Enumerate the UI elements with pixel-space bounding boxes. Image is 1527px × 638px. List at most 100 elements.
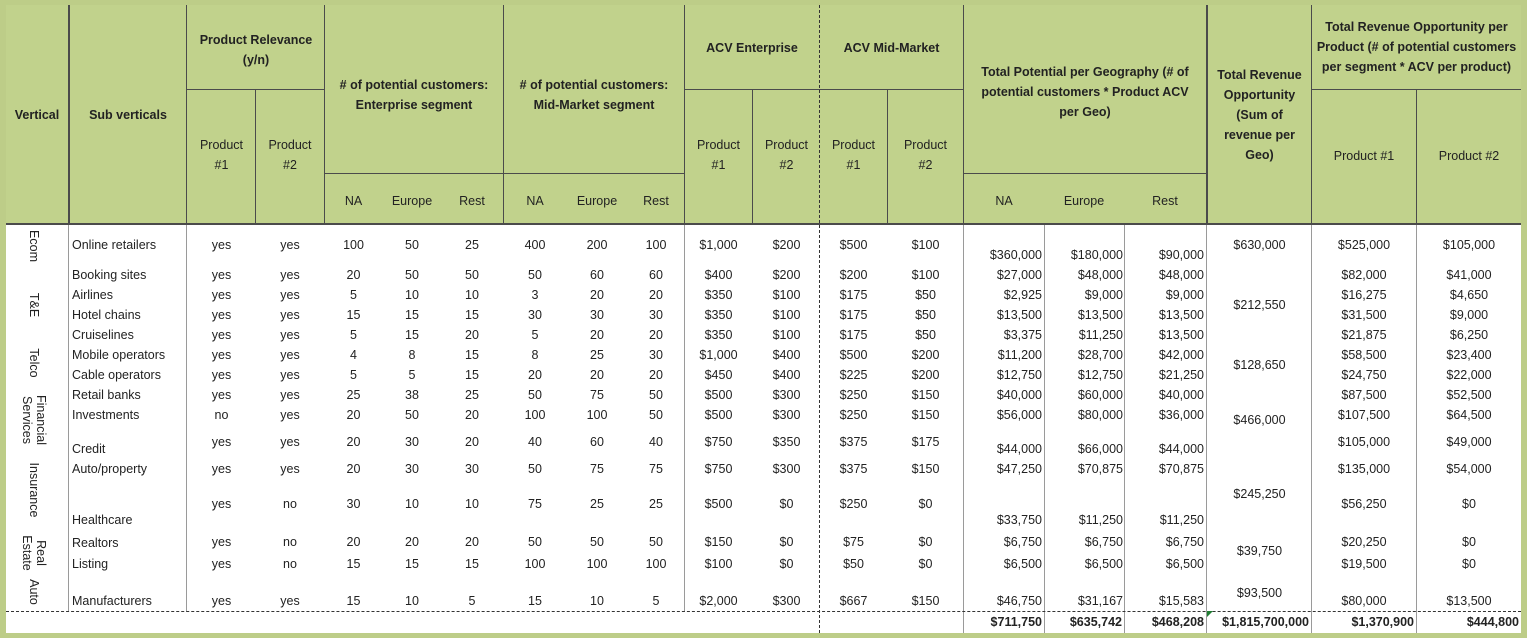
cell-mre: 40 [649,435,663,449]
cell-mna: 400 [524,238,546,252]
cell-teu: $31,167 [1077,594,1123,608]
revenue-opp-auto: $93,500 [1236,586,1283,600]
cell-meu: 60 [590,268,604,282]
cell-ae1: $450 [704,368,733,382]
cell-am1: $175 [839,328,868,342]
vertical-real-estate: Real Estate [20,535,48,571]
cell-meu: 30 [590,308,604,322]
cell-ere: 50 [465,268,479,282]
total-rest: $468,208 [1151,615,1204,629]
cell-tna: $47,250 [996,462,1042,476]
cell-ere: 30 [465,462,479,476]
cell-teu: $6,500 [1084,557,1123,571]
cell-eeu: 8 [408,348,416,362]
cell-mre: 100 [645,238,667,252]
cell-mre: 5 [652,594,660,608]
spreadsheet: Vertical Sub verticals Product Relevance… [6,5,1521,633]
cell-tna: $27,000 [996,268,1042,282]
header-mm-na: NA [526,194,544,208]
cell-ae2: $100 [772,308,801,322]
sub-vertical-label: Credit [72,442,106,456]
cell-ae2: $100 [772,288,801,302]
cell-teu: $60,000 [1077,388,1123,402]
cell-am2: $0 [918,535,933,549]
cell-ena: 20 [346,462,361,476]
cell-mna: 100 [524,557,546,571]
cell-tna: $2,925 [1003,288,1042,302]
cell-am2: $50 [915,308,936,322]
cell-mna: 50 [528,462,542,476]
sub-vertical-label: Cruiselines [72,328,134,342]
cell-pp1: $24,750 [1341,368,1387,382]
cell-p2: no [283,497,297,511]
cell-pp1: $80,000 [1341,594,1387,608]
header-product-relevance: Product Relevance (y/n) [199,33,313,67]
vertical-insurance: Insurance [27,462,41,518]
cell-tna: $6,750 [1003,535,1042,549]
cell-tre: $42,000 [1158,348,1204,362]
header-band: Vertical Sub verticals Product Relevance… [6,5,1521,225]
cell-tna: $6,500 [1003,557,1042,571]
cell-mna: 30 [528,308,542,322]
cell-mre: 30 [649,308,663,322]
cell-p2: yes [280,435,300,449]
cell-pp2: $0 [1462,557,1476,571]
cell-eeu: 30 [405,462,419,476]
cell-ere: 15 [465,348,479,362]
cell-ena: 25 [346,388,361,402]
cell-p1: yes [211,388,232,402]
sub-vertical-label: Manufacturers [72,594,152,608]
cell-mre: 100 [645,557,667,571]
header-geo-rest: Rest [1152,194,1178,208]
cell-tre: $15,583 [1158,594,1204,608]
cell-meu: 25 [590,497,604,511]
cell-teu: $66,000 [1077,442,1123,456]
cell-pp2: $0 [1462,497,1476,511]
vertical-financial-services: Financial Services [20,394,48,446]
cell-am2: $0 [918,557,933,571]
cell-am1: $250 [839,408,868,422]
cell-meu: 20 [590,288,604,302]
cell-pp1: $82,000 [1341,268,1387,282]
cell-pp1: $87,500 [1341,388,1387,402]
cell-p2: yes [280,408,300,422]
cell-mna: 50 [528,388,542,402]
cell-teu: $28,700 [1077,348,1123,362]
sub-vertical-label: Auto/property [72,462,148,476]
cell-ae1: $1,000 [699,348,738,362]
cell-ere: 25 [465,388,479,402]
cell-ae1: $150 [704,535,733,549]
cell-ere: 10 [465,497,479,511]
cell-pp2: $13,500 [1446,594,1492,608]
header-rev-p2: Product #2 [1438,149,1500,163]
cell-p1: yes [211,368,232,382]
cell-eeu: 5 [408,368,416,382]
cell-p1: yes [211,288,232,302]
cell-tna: $360,000 [989,248,1042,262]
header-mm-rest: Rest [643,194,669,208]
cell-pp1: $56,250 [1341,497,1387,511]
revenue-opp-te: $212,550 [1233,298,1286,312]
cell-am1: $250 [839,497,868,511]
cell-mre: 30 [649,348,663,362]
cell-ena: 20 [346,268,361,282]
sub-vertical-label: Investments [72,408,140,422]
cell-p2: yes [280,328,300,342]
cell-ae1: $100 [704,557,733,571]
cell-ae2: $0 [779,535,794,549]
cell-teu: $9,000 [1084,288,1123,302]
cell-meu: 10 [590,594,604,608]
cell-mna: 3 [531,288,539,302]
sub-vertical-label: Hotel chains [72,308,141,322]
header-rel-p2: Product #2 [268,138,312,172]
cell-eeu: 20 [405,535,419,549]
cell-am2: $0 [918,497,933,511]
cell-ae2: $300 [772,408,801,422]
cell-am2: $50 [915,328,936,342]
header-geo-na: NA [995,194,1013,208]
cell-ae2: $100 [772,328,801,342]
cell-pp2: $6,250 [1449,328,1489,342]
cell-pp1: $107,500 [1337,408,1391,422]
cell-meu: 200 [586,238,608,252]
cell-tre: $90,000 [1158,248,1204,262]
